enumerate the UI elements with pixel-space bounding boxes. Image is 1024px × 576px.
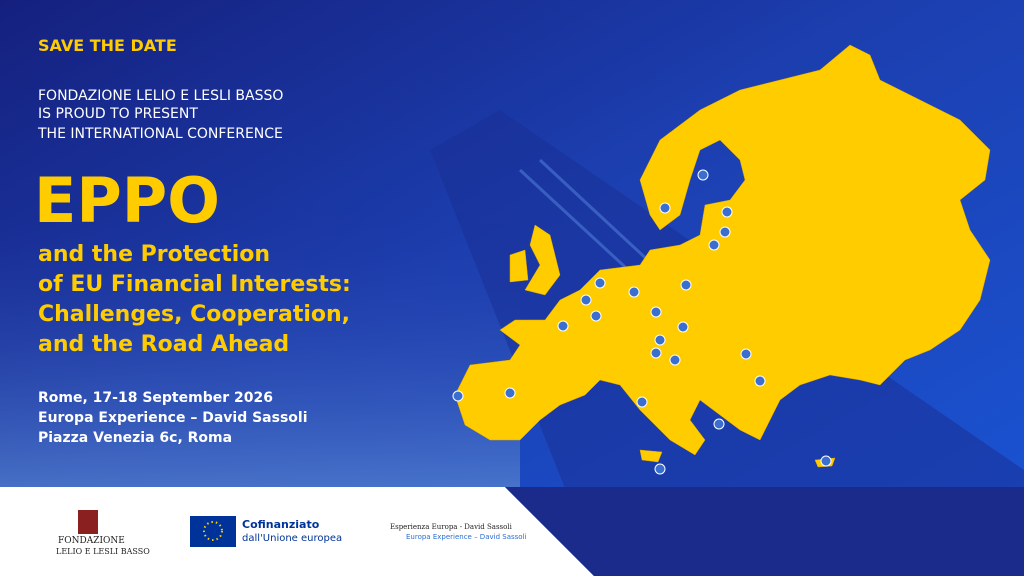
subtitle-line: of EU Financial Interests: [38,272,351,297]
fondazione-emblem [78,510,98,534]
detail-line: Piazza Venezia 6c, Roma [38,430,233,446]
presenter-line: THE INTERNATIONAL CONFERENCE [38,126,283,142]
fondazione-name: LELIO E LESLI BASSO [56,547,150,556]
shield-icons [452,169,832,475]
fondazione-name: FONDAZIONE [58,536,125,546]
detail-line: Rome, 17-18 September 2026 [38,390,273,406]
subtitle-line: and the Protection [38,242,271,267]
presenter-line: IS PROUD TO PRESENT [38,106,198,122]
presenter-line: FONDAZIONE LELIO E LESLI BASSO [38,88,284,104]
eu-flag [190,516,236,547]
subtitle-line: and the Road Ahead [38,332,290,357]
eu-text: dall'Unione europea [242,533,343,544]
kicker: SAVE THE DATE [38,36,177,55]
esperienza-text: Esperienza Europa - David Sassoli [390,523,512,531]
esperienza-text: Europa Experience – David Sassoli [406,533,527,541]
detail-line: Europa Experience – David Sassoli [38,410,308,426]
title: EPPO [34,164,220,237]
eu-text: Cofinanziato [242,518,320,531]
subtitle-line: Challenges, Cooperation, [38,302,351,327]
